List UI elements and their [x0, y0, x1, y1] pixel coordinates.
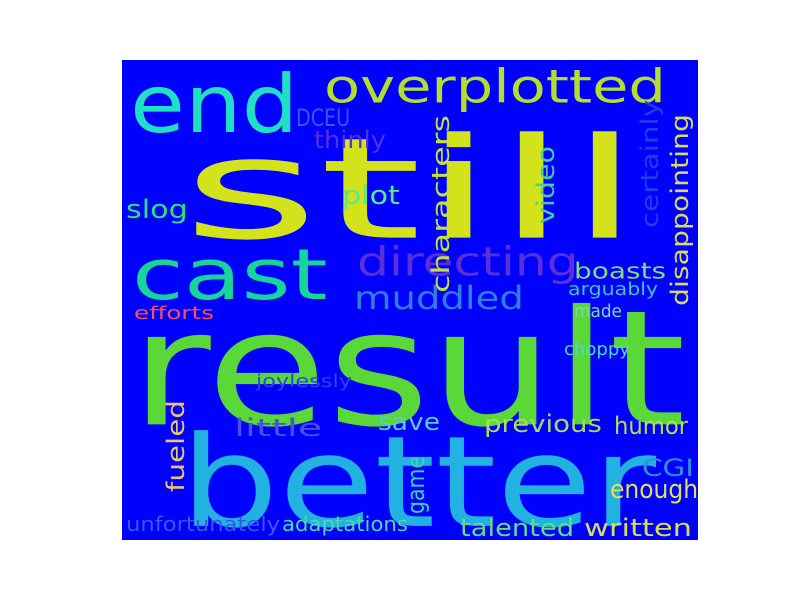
word-muddled: muddled [354, 279, 524, 317]
word-cgi: CGI [642, 453, 694, 482]
word-little: little [234, 413, 323, 442]
word-arguably: arguably [568, 278, 659, 300]
word-directing: directing [357, 238, 579, 286]
word-humor: humor [614, 411, 689, 440]
word-result: result [130, 275, 686, 463]
word-boasts: boasts [574, 258, 667, 284]
word-joylessly: joylessly [256, 370, 352, 392]
word-thinly: thinly [314, 125, 386, 154]
word-slog: slog [126, 193, 188, 225]
word-written: written [584, 513, 693, 540]
word-fueled: fueled [161, 400, 190, 492]
word-cast: cast [132, 233, 328, 316]
word-video: video [531, 145, 560, 224]
word-made: made [574, 300, 622, 322]
word-talented: talented [460, 513, 575, 540]
word-characters: characters [426, 115, 455, 293]
word-plot: plot [342, 179, 400, 211]
word-previous: previous [484, 409, 602, 438]
word-disappointing: disappointing [665, 114, 694, 306]
word-end: end [130, 60, 299, 152]
word-game: game [401, 456, 430, 514]
word-still: still [182, 107, 642, 272]
word-dceu: DCEU [296, 103, 351, 132]
word-adaptations: adaptations [282, 512, 408, 536]
word-better: better [180, 408, 657, 540]
word-enough: enough [610, 473, 698, 505]
word-cloud: still result better end cast overplotted… [122, 60, 698, 540]
word-unfortunately: unfortunately [126, 512, 281, 536]
word-overplotted: overplotted [324, 60, 666, 114]
word-efforts: efforts [134, 302, 215, 324]
word-certainly: certainly [635, 99, 664, 228]
word-choppy: choppy [564, 338, 630, 360]
word-save: save [378, 407, 441, 436]
